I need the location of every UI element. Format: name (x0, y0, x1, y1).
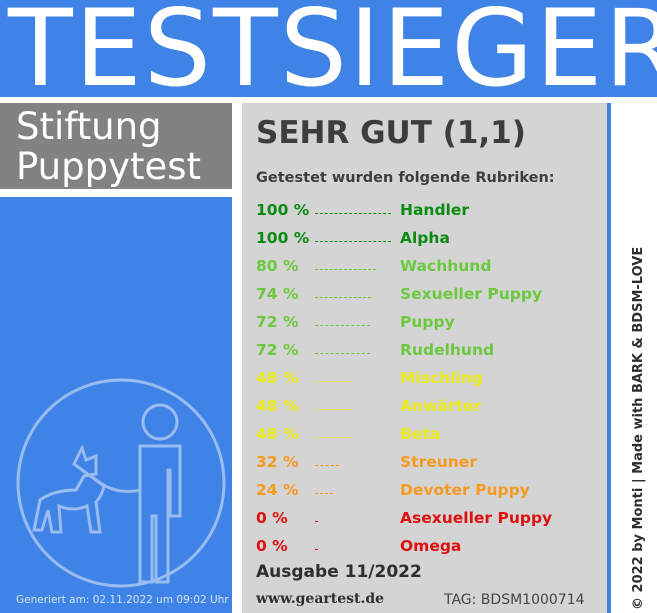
rubric-percent: 100 % (256, 201, 310, 219)
publisher-line-1: Stiftung (16, 105, 162, 148)
rubric-percent: 72 % (256, 341, 299, 359)
rubric-name: Alpha (400, 229, 450, 247)
puppy-handler-logo-icon (16, 378, 226, 588)
rubric-score-leader (315, 353, 370, 354)
rubric-percent: 100 % (256, 229, 310, 247)
rubric-score-leader (315, 325, 370, 326)
label-divider (0, 189, 232, 197)
rubric-row: 24 % Devoter Puppy (256, 481, 596, 505)
rubric-score-leader (315, 493, 333, 494)
rubric-percent: 0 % (256, 537, 288, 555)
panel-divider (232, 97, 242, 613)
rubric-name: Omega (400, 537, 462, 555)
rubric-percent: 48 % (256, 369, 299, 387)
rubric-intro: Getestet wurden folgende Rubriken: (256, 170, 555, 186)
credit-text: © 2022 by Monti | Made with BARK & BDSM-… (631, 246, 646, 610)
rubric-score-leader (315, 213, 391, 214)
rubric-name: Anwärter (400, 397, 482, 415)
rubric-score-leader (315, 297, 371, 298)
banner-title: TESTSIEGER (8, 0, 657, 110)
rubric-name: Mischling (400, 369, 483, 387)
rubric-percent: 48 % (256, 397, 299, 415)
rubric-score-leader (315, 437, 351, 438)
rubric-score-leader (315, 241, 391, 242)
rubric-name: Handler (400, 201, 470, 219)
publisher-line-2: Puppytest (16, 145, 202, 188)
rubric-score-leader (315, 381, 351, 382)
rubric-percent: 32 % (256, 453, 299, 471)
rubric-row: 100 % Handler (256, 201, 596, 225)
top-divider (0, 97, 657, 103)
rubric-percent: 80 % (256, 257, 299, 275)
rubric-row: 48 % Anwärter (256, 397, 596, 421)
rubric-row: 48 % Beta (256, 425, 596, 449)
result-panel: SEHR GUT (1,1) Getestet wurden folgende … (242, 103, 607, 613)
rubric-score-leader (315, 409, 351, 410)
rubric-name: Asexueller Puppy (400, 509, 553, 527)
rubric-score-leader (315, 465, 339, 466)
rubric-name: Devoter Puppy (400, 481, 530, 499)
rubric-row: 74 % Sexueller Puppy (256, 285, 596, 309)
rubric-percent: 74 % (256, 285, 299, 303)
rubric-row: 72 % Rudelhund (256, 341, 596, 365)
rubric-score-leader (315, 549, 318, 550)
website-label: www.geartest.de (256, 591, 385, 607)
rubric-percent: 48 % (256, 425, 299, 443)
rubric-name: Puppy (400, 313, 455, 331)
rubric-row: 0 % Omega (256, 537, 596, 561)
rubric-percent: 72 % (256, 313, 299, 331)
publisher-label: Stiftung Puppytest (0, 103, 232, 189)
generated-timestamp: Generiert am: 02.11.2022 um 09:02 Uhr (16, 594, 229, 606)
rubric-name: Wachhund (400, 257, 492, 275)
rubric-row: 100 % Alpha (256, 229, 596, 253)
grade-heading: SEHR GUT (1,1) (256, 115, 526, 151)
issue-label: Ausgabe 11/2022 (256, 562, 422, 582)
rubric-score-leader (315, 521, 318, 522)
credit-sidebar (611, 100, 657, 613)
rubric-name: Streuner (400, 453, 477, 471)
rubric-name: Rudelhund (400, 341, 495, 359)
rubric-percent: 24 % (256, 481, 299, 499)
rubric-row: 0 % Asexueller Puppy (256, 509, 596, 533)
rubric-row: 48 % Mischling (256, 369, 596, 393)
title-banner: TESTSIEGER (0, 0, 657, 104)
rubric-row: 80 % Wachhund (256, 257, 596, 281)
rubric-row: 72 % Puppy (256, 313, 596, 337)
rubric-percent: 0 % (256, 509, 288, 527)
tag-label: TAG: BDSM1000714 (444, 592, 585, 608)
rubric-name: Beta (400, 425, 441, 443)
rubric-row: 32 % Streuner (256, 453, 596, 477)
rubric-name: Sexueller Puppy (400, 285, 543, 303)
rubric-score-leader (315, 269, 376, 270)
